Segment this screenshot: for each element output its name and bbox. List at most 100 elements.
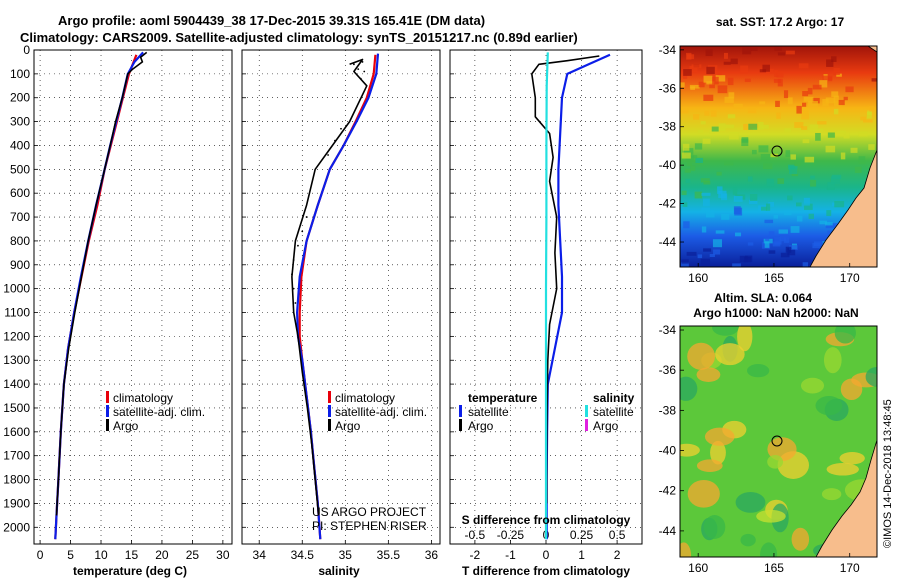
sst-speckle xyxy=(794,122,804,128)
sst-speckle xyxy=(826,59,834,67)
sst-speckle xyxy=(794,161,801,166)
legend-swatch-argo xyxy=(106,419,109,431)
sst-speckle xyxy=(715,75,726,82)
sst-speckle xyxy=(777,178,785,184)
legend-swatch-s-argo xyxy=(585,419,588,431)
difference-legend: temperature satellite Argo salinity sate… xyxy=(459,391,635,433)
sst-speckle xyxy=(838,99,845,106)
sla-map xyxy=(680,326,877,557)
sst-speckle xyxy=(778,229,788,234)
sst-speckle xyxy=(787,248,796,256)
sst-speckle xyxy=(787,97,793,105)
sla-map-frame xyxy=(679,325,878,558)
sst-speckle xyxy=(758,145,769,153)
sst-speckle xyxy=(735,232,742,237)
sst-speckle xyxy=(801,126,808,130)
sst-speckle xyxy=(822,75,833,80)
sst-speckle xyxy=(831,91,839,97)
sst-speckle xyxy=(863,119,873,123)
sst-speckle xyxy=(819,220,827,225)
x-tick-label: -1 xyxy=(505,548,516,562)
sst-speckle xyxy=(784,128,792,133)
x-tick-label: 0 xyxy=(543,548,550,562)
sst-speckle xyxy=(748,199,758,205)
y-tick-label: 1700 xyxy=(3,449,30,463)
sst-speckle xyxy=(733,196,743,202)
sst-speckle xyxy=(774,46,782,51)
sst-speckle xyxy=(773,78,782,83)
x-tick-label: 15 xyxy=(125,548,139,562)
map-x-tick-label: 160 xyxy=(688,271,708,285)
sst-speckle xyxy=(765,237,770,242)
sst-speckle xyxy=(836,130,846,135)
sst-speckle xyxy=(685,178,691,184)
legend-label-t-argo: Argo xyxy=(468,419,494,433)
sst-speckle xyxy=(802,91,809,97)
map-y-tick-label: -36 xyxy=(659,81,677,95)
sst-speckle xyxy=(693,114,700,120)
sst-speckle xyxy=(721,214,730,220)
salinity-xlabel: salinity xyxy=(318,564,360,578)
sst-speckle xyxy=(750,47,758,51)
argo-sample-point xyxy=(294,302,297,304)
sst-speckle xyxy=(684,168,691,173)
map-y-tick-label: -44 xyxy=(659,524,677,538)
sst-speckle xyxy=(680,82,685,88)
sst-speckle xyxy=(774,70,779,77)
sst-speckle xyxy=(801,114,810,120)
sst-speckle xyxy=(710,110,717,117)
map-y-tick-label: -40 xyxy=(659,158,677,172)
sst-speckle xyxy=(798,63,809,69)
sst-speckle xyxy=(810,179,817,187)
x-tick-label: 35 xyxy=(339,548,353,562)
sst-speckle xyxy=(686,251,697,256)
x-tick-label: 1 xyxy=(578,548,585,562)
sst-speckle xyxy=(790,226,800,233)
sst-speckle xyxy=(787,195,793,201)
sst-map-frame xyxy=(679,45,878,268)
legend-swatch-s-satellite xyxy=(585,405,588,417)
sst-speckle xyxy=(751,149,757,155)
sst-speckle xyxy=(845,86,854,93)
coastline-north xyxy=(867,46,877,53)
sst-speckle xyxy=(785,246,792,253)
sst-speckle xyxy=(723,61,731,65)
y-tick-label: 900 xyxy=(10,258,30,272)
sst-speckle xyxy=(762,64,770,72)
sst-speckle xyxy=(685,155,695,162)
sst-speckle xyxy=(773,215,778,219)
sst-speckle xyxy=(732,263,741,267)
sst-speckle xyxy=(680,108,689,114)
sst-speckle xyxy=(803,197,810,206)
sst-speckle xyxy=(744,78,751,83)
sst-speckle xyxy=(804,156,815,163)
y-tick-label: 1300 xyxy=(3,353,30,367)
sst-speckle xyxy=(712,239,722,248)
sst-speckle xyxy=(686,54,695,60)
x-tick-label: 0 xyxy=(37,548,44,562)
sla-anomaly-blob xyxy=(703,515,726,539)
sst-speckle xyxy=(713,249,721,255)
sst-speckle xyxy=(813,241,824,247)
salinity-legend: climatology satellite-adj. clim. Argo xyxy=(328,391,427,433)
sst-speckle xyxy=(796,215,803,222)
sst-speckle xyxy=(698,81,705,88)
sla-anomaly-blob xyxy=(712,326,739,336)
sst-speckle xyxy=(733,103,743,109)
sst-speckle xyxy=(827,182,835,190)
sst-speckle xyxy=(810,175,815,179)
sst-speckle xyxy=(704,110,710,116)
sla-anomaly-blob xyxy=(680,542,692,557)
sst-speckle xyxy=(732,187,738,195)
map-x-tick-label: 165 xyxy=(764,271,784,285)
sla-anomaly-blob xyxy=(800,377,825,394)
sst-speckle xyxy=(683,69,692,76)
y-tick-label: 1000 xyxy=(3,282,30,296)
sst-speckle xyxy=(695,157,704,163)
legend-label-climatology: climatology xyxy=(113,391,173,405)
sst-speckle xyxy=(683,148,694,155)
argo-sample-point xyxy=(292,287,295,290)
sst-speckle xyxy=(727,114,736,119)
sst-speckle xyxy=(858,156,866,165)
